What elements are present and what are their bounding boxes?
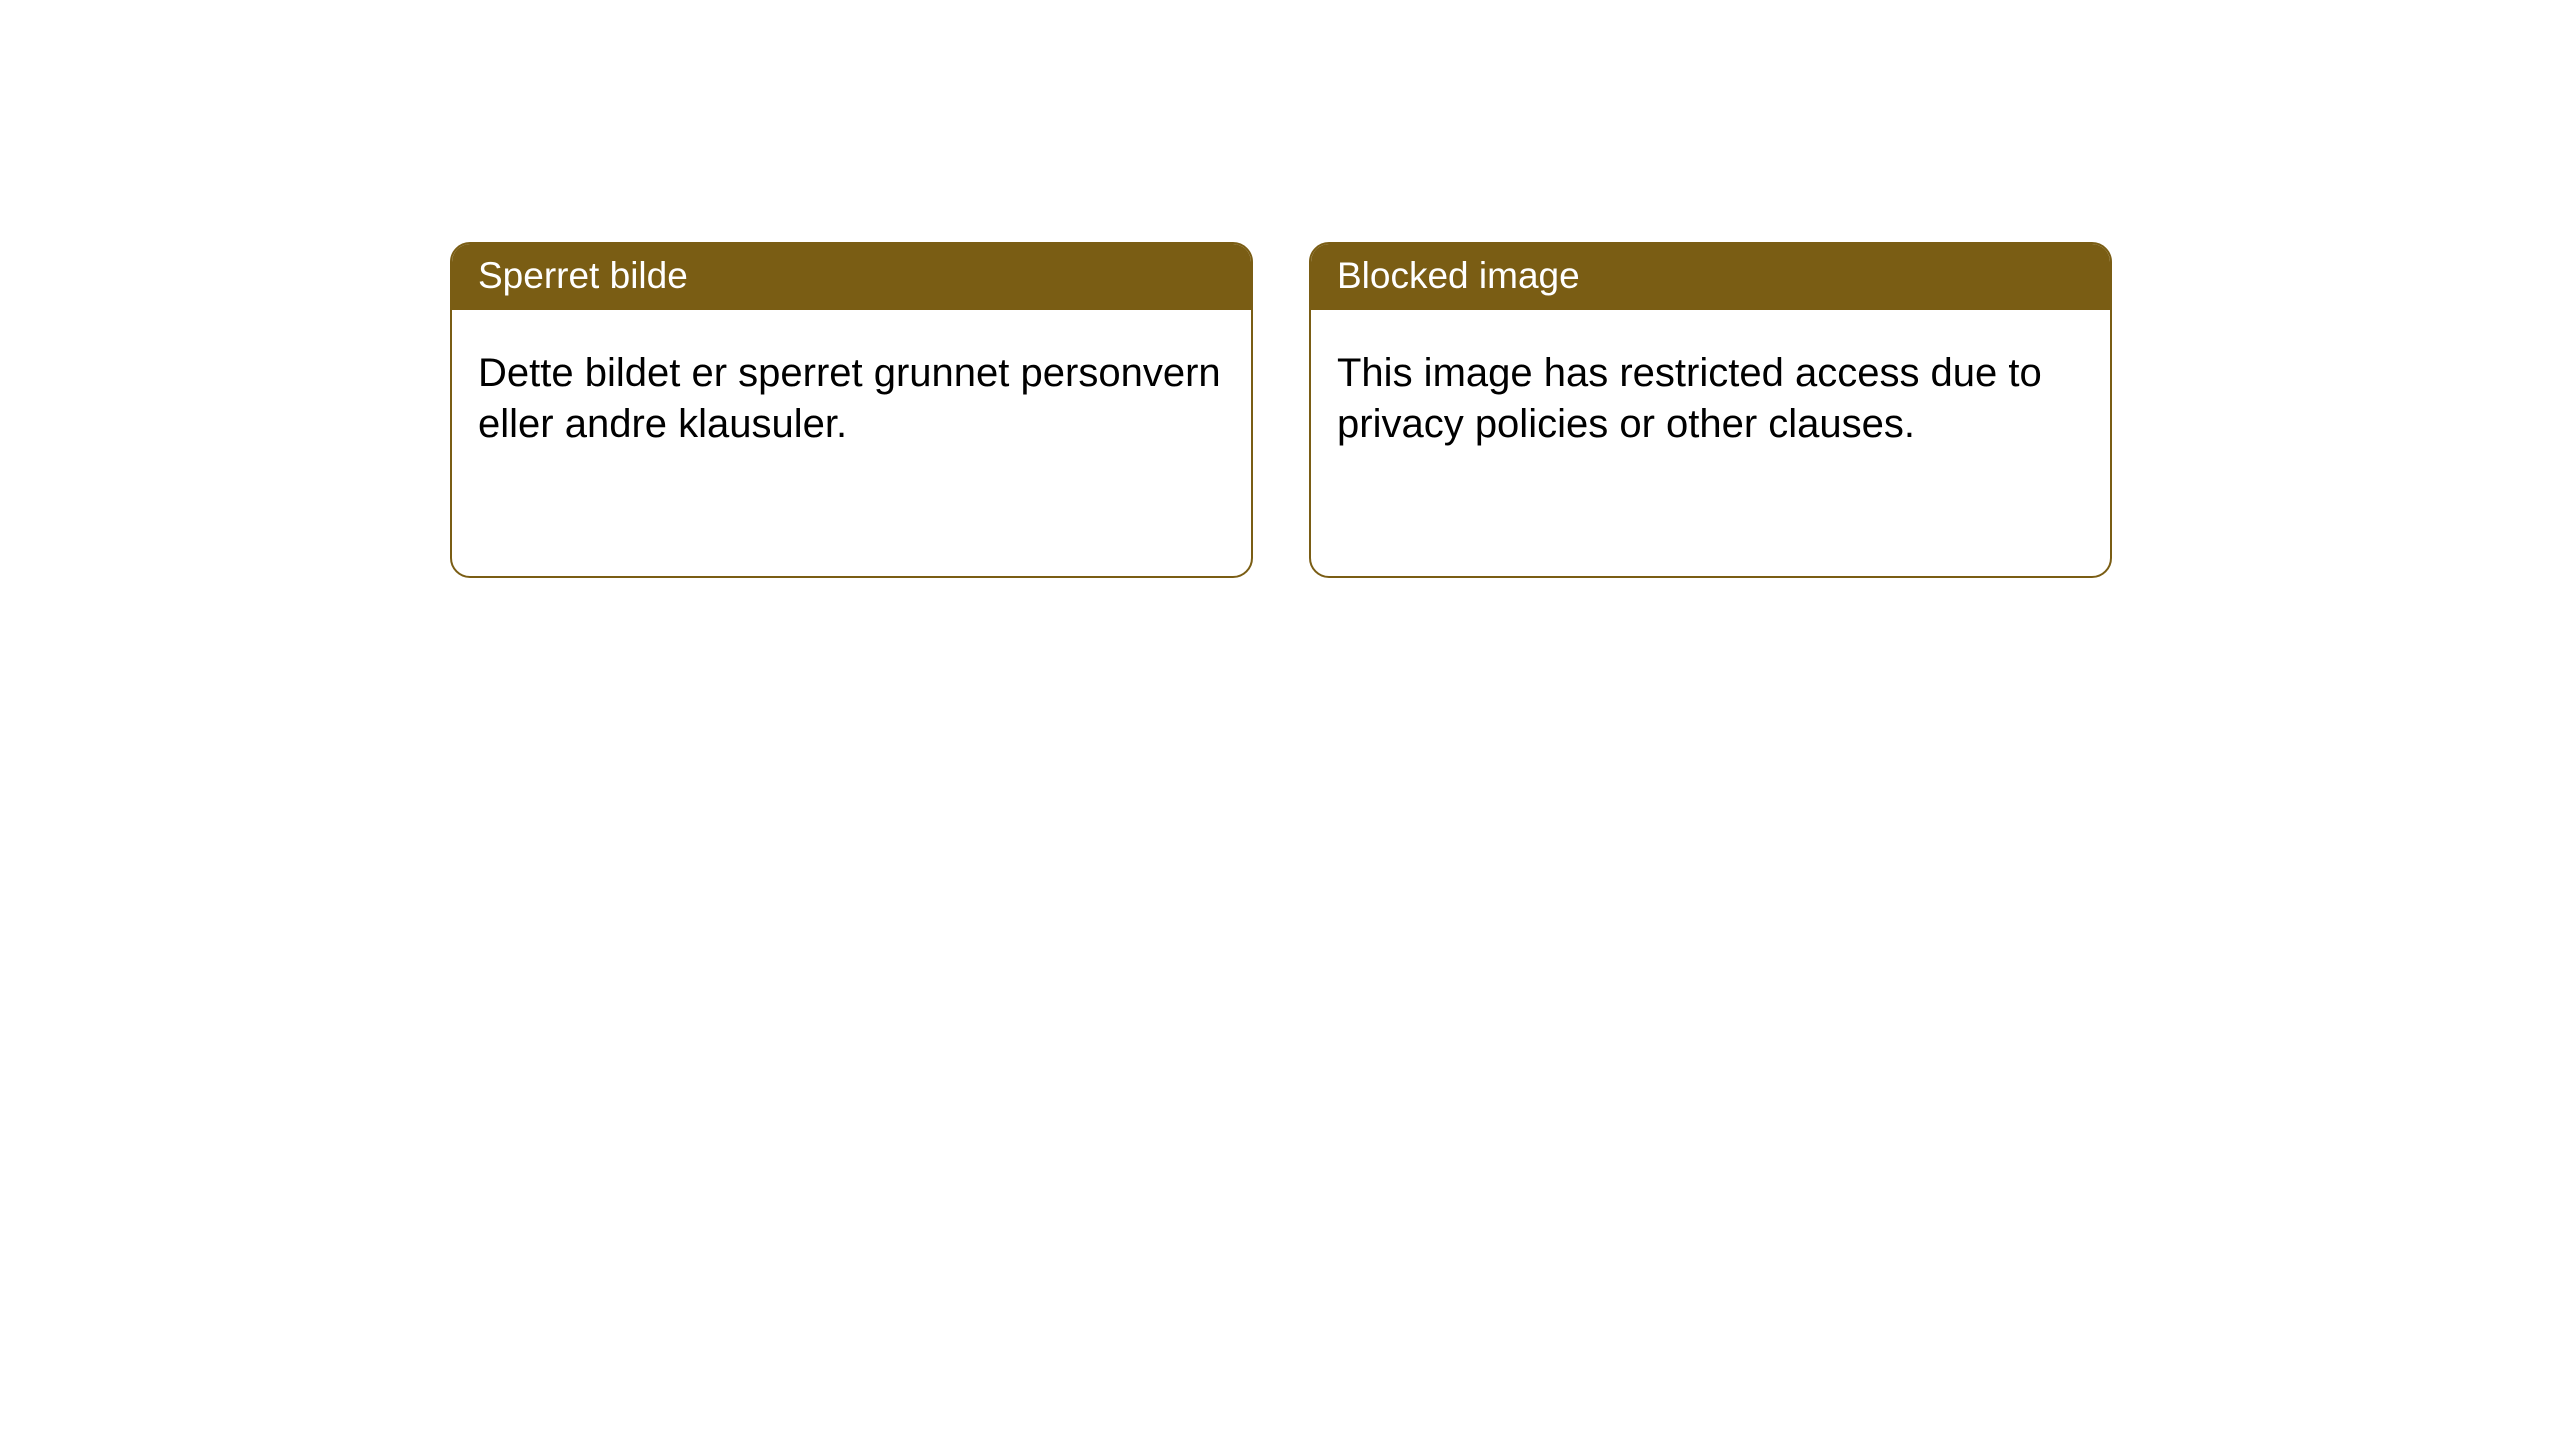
notice-cards-container: Sperret bilde Dette bildet er sperret gr… xyxy=(0,0,2560,578)
notice-body: Dette bildet er sperret grunnet personve… xyxy=(452,310,1251,476)
notice-body: This image has restricted access due to … xyxy=(1311,310,2110,476)
notice-header: Blocked image xyxy=(1311,244,2110,310)
notice-card-english: Blocked image This image has restricted … xyxy=(1309,242,2112,578)
notice-header: Sperret bilde xyxy=(452,244,1251,310)
notice-card-norwegian: Sperret bilde Dette bildet er sperret gr… xyxy=(450,242,1253,578)
